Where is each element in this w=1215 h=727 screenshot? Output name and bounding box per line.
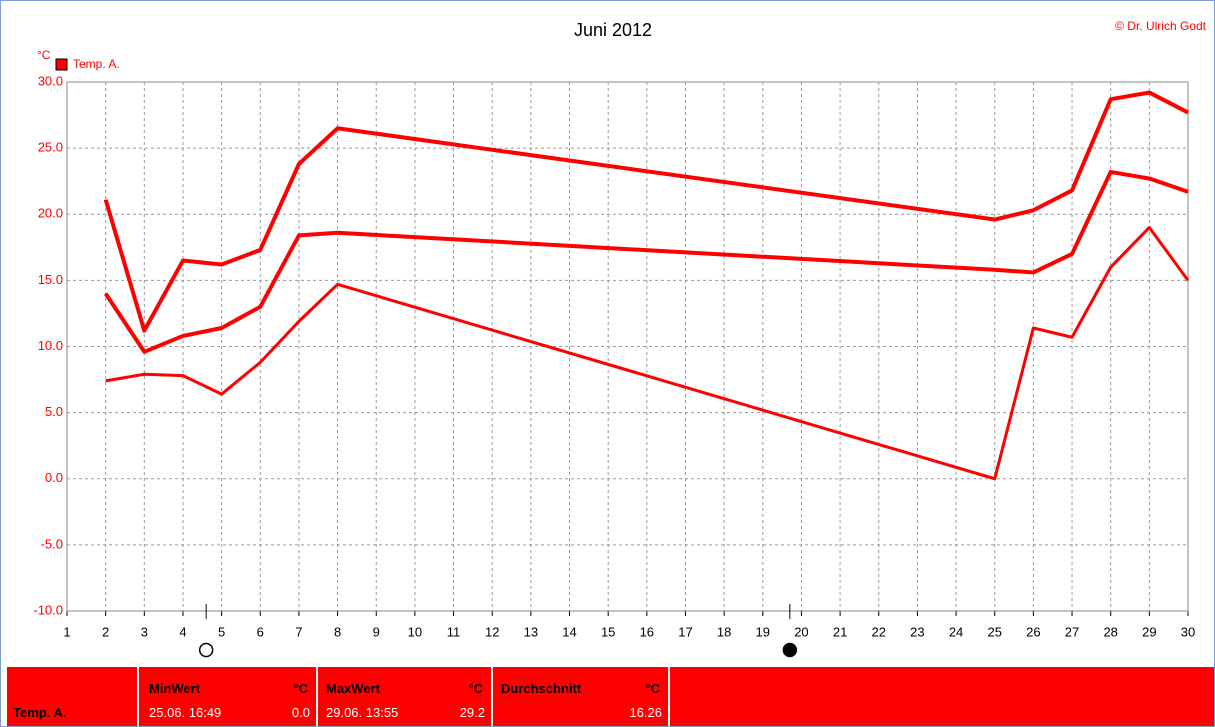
x-tick-label: 3 <box>141 624 148 639</box>
y-tick-label: 15.0 <box>38 272 63 287</box>
x-tick-label: 2 <box>102 624 109 639</box>
y-tick-label: 5.0 <box>45 404 63 419</box>
x-tick-label: 19 <box>756 624 770 639</box>
chart: Juni 2012 © Dr. Ulrich Godt °C Temp. A. … <box>33 19 1207 658</box>
moon-marker <box>198 642 214 658</box>
y-tick-label: 30.0 <box>38 73 63 88</box>
stats-value: 29.2 <box>459 705 485 720</box>
data-line <box>103 169 1189 354</box>
y-tick-label: -10.0 <box>33 602 63 617</box>
x-tick-label: 5 <box>218 624 225 639</box>
y-tick-label: 20.0 <box>38 206 63 221</box>
x-tick-label: 20 <box>794 624 808 639</box>
data-line <box>105 225 1190 481</box>
stats-cell: Durchschnitt °C 16.26 <box>493 667 670 726</box>
stats-unit: °C <box>468 681 483 696</box>
chart-title: Juni 2012 <box>574 20 652 40</box>
x-tick-label: 11 <box>447 624 461 639</box>
x-tick-label: 8 <box>334 624 341 639</box>
x-tick-label: 21 <box>833 624 847 639</box>
x-tick-label: 17 <box>678 624 692 639</box>
x-tick-label: 29 <box>1142 624 1156 639</box>
stats-cell: MaxWert °C 29.06. 13:55 29.2 <box>318 667 493 726</box>
x-tick-label: 16 <box>640 624 654 639</box>
stats-bar: Temp. A. MinWert °C 25.06. 16:49 0.0 MaxWert… <box>7 667 1214 726</box>
stats-header: MaxWert <box>326 681 380 696</box>
x-tick-label: 9 <box>373 624 380 639</box>
x-tick-label: 30 <box>1181 624 1195 639</box>
y-tick-label: -5.0 <box>41 536 63 551</box>
x-tick-label: 26 <box>1026 624 1040 639</box>
stats-date: 29.06. 13:55 <box>326 705 399 720</box>
x-tick-label: 25 <box>987 624 1001 639</box>
stats-value: 0.0 <box>291 705 310 720</box>
x-tick-label: 4 <box>179 624 186 639</box>
x-tick-label: 22 <box>872 624 886 639</box>
x-tick-label: 27 <box>1065 624 1079 639</box>
row-label: Temp. A. <box>13 705 67 720</box>
stats-unit: °C <box>293 681 308 696</box>
x-tick-label: 7 <box>295 624 302 639</box>
x-tick-label: 18 <box>717 624 731 639</box>
y-tick-label: 25.0 <box>38 140 63 155</box>
legend-swatch <box>55 58 68 71</box>
stats-value: 16.26 <box>629 705 662 720</box>
x-tick-label: 10 <box>408 624 422 639</box>
legend-label: Temp. A. <box>73 57 120 71</box>
moon-marker <box>782 642 798 658</box>
y-tick-label: 10.0 <box>38 338 63 353</box>
stats-cell: MinWert °C 25.06. 16:49 0.0 <box>141 667 318 726</box>
stats-date: 25.06. 16:49 <box>149 705 222 720</box>
x-tick-label: 23 <box>910 624 924 639</box>
plot-frame <box>66 81 1189 612</box>
stats-unit: °C <box>645 681 660 696</box>
x-tick-label: 13 <box>524 624 538 639</box>
copyright: © Dr. Ulrich Godt <box>1115 19 1207 33</box>
stats-header: MinWert <box>149 681 201 696</box>
x-tick-label: 1 <box>63 624 70 639</box>
x-tick-label: 12 <box>485 624 499 639</box>
x-tick-label: 15 <box>601 624 615 639</box>
x-tick-label: 14 <box>562 624 576 639</box>
y-unit: °C <box>37 48 51 62</box>
x-tick-label: 6 <box>257 624 264 639</box>
stats-header: Durchschnitt <box>501 681 582 696</box>
y-tick-label: 0.0 <box>45 470 63 485</box>
stats-row-label-cell: Temp. A. <box>7 667 139 726</box>
x-tick-label: 28 <box>1103 624 1117 639</box>
x-tick-label: 24 <box>949 624 963 639</box>
data-line <box>103 90 1189 333</box>
